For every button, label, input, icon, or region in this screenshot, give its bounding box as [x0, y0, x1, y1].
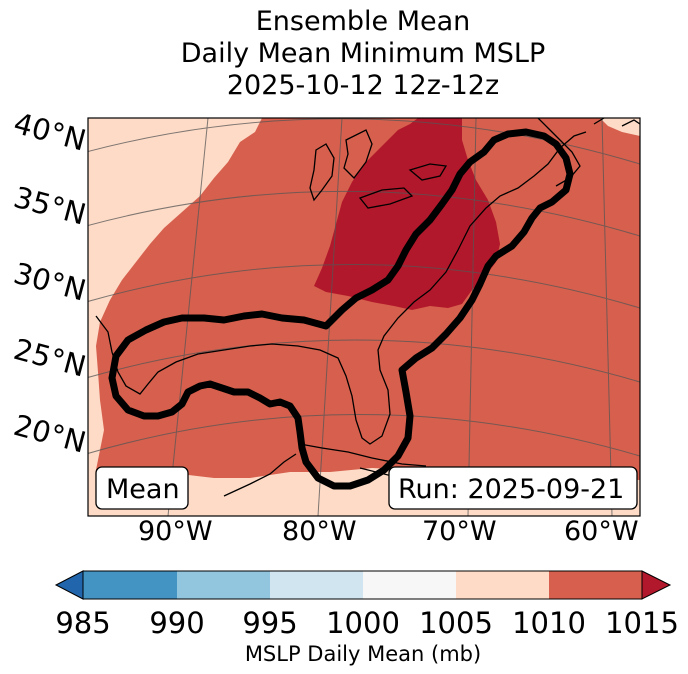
- colorbar-bin-995-1000: [270, 571, 363, 599]
- colorbar-bin-1005-1010: [456, 571, 549, 599]
- map-frame: [87, 117, 641, 517]
- title-line-2: Daily Mean Minimum MSLP: [180, 38, 546, 69]
- colorbar-extend-high: [641, 570, 672, 600]
- colorbar-tick-1010: 1010: [512, 606, 586, 640]
- colorbar-label: MSLP Daily Mean (mb): [245, 642, 481, 666]
- field-above-1015: [314, 118, 500, 310]
- mean-box: [95, 466, 189, 510]
- mslp-contour: [108, 128, 574, 490]
- colorbar-frame: [82, 570, 643, 600]
- colorbar-tick-995: 995: [242, 606, 297, 640]
- title-line-3: 2025-10-12 12z-12z: [226, 70, 500, 101]
- run-label: Run: 2025-09-21: [398, 474, 624, 505]
- lon-label-60w: 60°W: [564, 516, 639, 547]
- lat-label-25: 25°N: [10, 332, 89, 384]
- lat-label-40: 40°N: [10, 106, 89, 158]
- colorbar: 985 990 995 1000 1005 1010 1015 MSLP Dai…: [54, 570, 679, 666]
- colorbar-extend-low: [54, 570, 84, 600]
- colorbar-bin-985-990: [83, 571, 177, 599]
- colorbar-tick-1015: 1015: [605, 606, 679, 640]
- colorbar-bin-1000-1005: [363, 571, 456, 599]
- colorbar-tick-1000: 1000: [326, 606, 400, 640]
- colorbar-bin-1010-1015: [549, 571, 642, 599]
- lat-label-35: 35°N: [10, 180, 89, 232]
- lat-label-30: 30°N: [10, 256, 89, 308]
- graticule: [88, 118, 640, 516]
- colorbar-tick-1005: 1005: [419, 606, 493, 640]
- lon-label-90w: 90°W: [138, 516, 213, 547]
- title-line-1: Ensemble Mean: [255, 6, 471, 37]
- run-box: [388, 466, 638, 510]
- lon-label-70w: 70°W: [422, 516, 497, 547]
- mean-label: Mean: [106, 474, 180, 505]
- colorbar-tick-985: 985: [55, 606, 110, 640]
- lat-label-20: 20°N: [10, 408, 89, 460]
- colorbar-bin-990-995: [177, 571, 270, 599]
- field-1005-1010-west: [88, 118, 262, 516]
- lon-label-80w: 80°W: [282, 516, 357, 547]
- map-area: [88, 118, 640, 516]
- colorbar-tick-990: 990: [149, 606, 204, 640]
